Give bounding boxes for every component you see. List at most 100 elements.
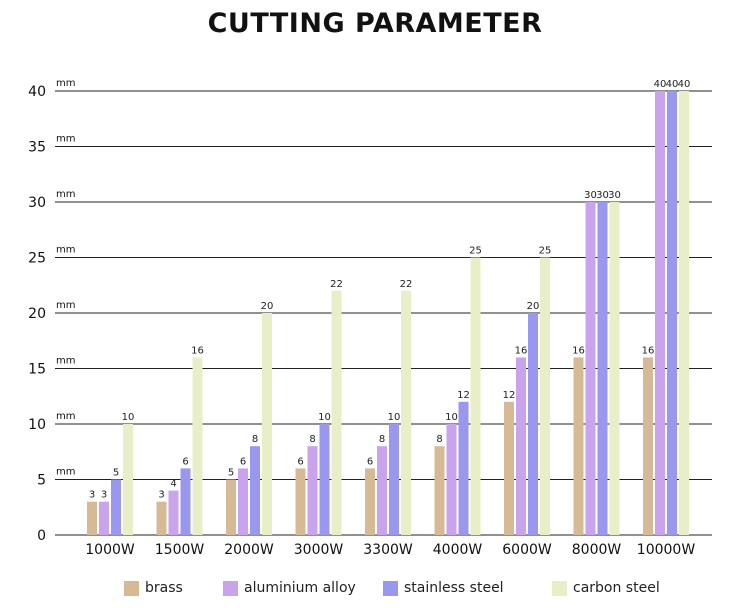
y-tick-label: 40 [28, 84, 46, 100]
bar-value-label: 8 [252, 434, 258, 445]
x-tick-label: 3300W [363, 542, 413, 558]
y-tick-label: 20 [28, 306, 46, 322]
legend-label: aluminium alloy [244, 580, 356, 596]
legend-label: carbon steel [573, 580, 660, 596]
bar [168, 490, 179, 535]
bar [655, 91, 665, 535]
bar-value-label: 40 [654, 79, 667, 90]
bar-value-label: 3 [158, 490, 164, 501]
bar [434, 446, 445, 535]
bar [643, 357, 653, 535]
bar [192, 357, 203, 535]
bar-value-label: 3 [101, 490, 107, 501]
bar-value-label: 16 [191, 345, 204, 356]
bar [99, 501, 109, 535]
bar [319, 424, 330, 535]
bar-value-label: 25 [469, 246, 482, 257]
bar [226, 479, 236, 535]
bar [401, 290, 411, 535]
bar-value-label: 8 [379, 434, 385, 445]
bar [446, 424, 457, 535]
bar-value-label: 5 [113, 468, 119, 479]
x-tick-label: 8000W [572, 542, 622, 558]
bar-value-label: 12 [457, 390, 470, 401]
bar-value-label: 6 [182, 456, 188, 467]
bars [87, 91, 689, 535]
bar [516, 357, 526, 535]
bar-value-label: 4 [170, 479, 176, 490]
y-unit-label: mm [56, 189, 75, 200]
y-tick-label: 10 [28, 417, 46, 433]
bar-value-label: 25 [539, 246, 552, 257]
x-tick-label: 10000W [637, 542, 696, 558]
chart-title: CUTTING PARAMETER [207, 8, 543, 39]
legend-item: brass [124, 580, 183, 596]
bar [504, 401, 514, 535]
legend-item: stainless steel [383, 580, 504, 596]
y-tick-label: 25 [28, 251, 46, 267]
bar-value-label: 40 [666, 79, 679, 90]
bar-value-label: 6 [240, 456, 246, 467]
bar-value-label: 12 [503, 390, 516, 401]
y-axis-ticks: 0 5 mm 10 mm 15 mm 20 mm 25 mm 30 mm 35 mm 40 mm [28, 78, 75, 544]
bar [458, 401, 469, 535]
bar [667, 91, 677, 535]
bar [597, 202, 608, 535]
bar [238, 468, 248, 535]
x-tick-label: 6000W [502, 542, 552, 558]
y-unit-label: mm [56, 134, 75, 145]
bar-value-label: 8 [436, 434, 442, 445]
y-tick-label: 15 [28, 362, 46, 378]
legend-swatch [124, 580, 139, 596]
bar [609, 202, 620, 535]
bar [87, 501, 97, 535]
bar-value-label: 8 [309, 434, 315, 445]
bar [365, 468, 375, 535]
bar [679, 91, 689, 535]
y-unit-label: mm [56, 300, 75, 311]
bar-value-label: 6 [367, 456, 373, 467]
y-unit-label: mm [56, 467, 75, 478]
bar-value-label: 6 [297, 456, 303, 467]
x-tick-label: 1000W [85, 542, 135, 558]
bar-value-label: 30 [608, 190, 621, 201]
legend-item: aluminium alloy [223, 580, 356, 596]
y-tick-label: 30 [28, 195, 46, 211]
legend-swatch [552, 580, 567, 596]
legend: brass aluminium alloy stainless steel carbo… [0, 580, 750, 604]
x-axis-ticks: 1000W 1500W 2000W 3000W 3300W 4000W 6000W 8000W… [85, 542, 695, 558]
legend-item: carbon steel [552, 580, 660, 596]
bar-value-label: 5 [228, 468, 234, 479]
bar [156, 501, 167, 535]
bar-value-label: 20 [261, 301, 274, 312]
legend-swatch [383, 580, 398, 596]
bar-value-label: 22 [330, 279, 343, 290]
bar [528, 313, 538, 535]
bar-value-label: 16 [572, 345, 585, 356]
bar [331, 290, 342, 535]
y-tick-label: 35 [28, 140, 46, 156]
data-labels: 3 351034616568206810226810228101225121620… [89, 79, 691, 501]
bar-value-label: 3 [89, 490, 95, 501]
bar-value-label: 10 [388, 412, 401, 423]
bar [250, 446, 260, 535]
bar-value-label: 10 [122, 412, 135, 423]
bar [295, 468, 306, 535]
bar-value-label: 10 [318, 412, 331, 423]
bar [470, 257, 481, 535]
x-tick-label: 2000W [224, 542, 274, 558]
bar-value-label: 40 [678, 79, 691, 90]
bar-value-label: 16 [642, 345, 655, 356]
bar-value-label: 20 [527, 301, 540, 312]
bar [389, 424, 399, 535]
bar-value-label: 10 [445, 412, 458, 423]
x-tick-label: 1500W [155, 542, 205, 558]
bar [111, 479, 121, 535]
bar-value-label: 30 [584, 190, 597, 201]
legend-swatch [223, 580, 238, 596]
bar-value-label: 16 [515, 345, 528, 356]
y-unit-label: mm [56, 78, 75, 89]
bar [540, 257, 550, 535]
y-unit-label: mm [56, 356, 75, 367]
